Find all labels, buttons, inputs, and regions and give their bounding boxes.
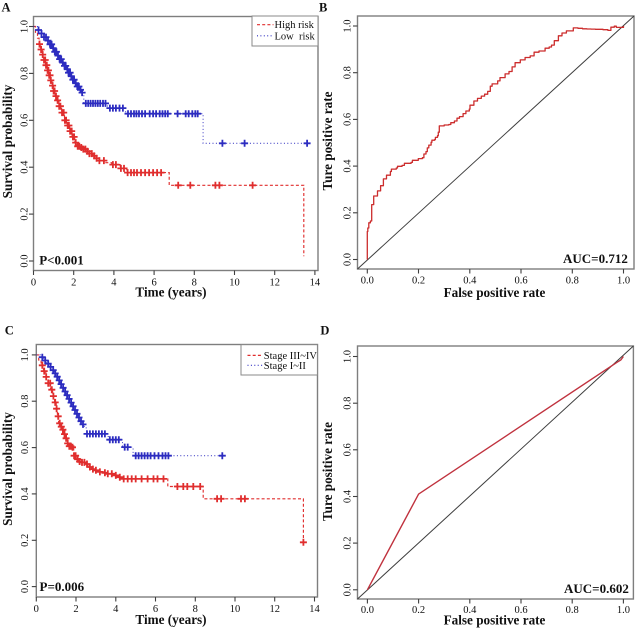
svg-text:AUC=0.602: AUC=0.602 — [564, 581, 629, 596]
svg-text:2: 2 — [73, 604, 78, 615]
svg-text:4: 4 — [111, 278, 117, 289]
svg-text:1.0: 1.0 — [617, 605, 630, 616]
svg-text:4: 4 — [113, 604, 119, 615]
svg-text:False positive rate: False positive rate — [444, 285, 546, 300]
svg-text:0.0: 0.0 — [342, 583, 353, 596]
svg-text:0.0: 0.0 — [361, 605, 374, 616]
svg-text:Stage III~IV: Stage III~IV — [264, 351, 318, 362]
svg-text:0: 0 — [31, 278, 36, 289]
svg-text:C: C — [5, 324, 14, 338]
svg-text:B: B — [319, 1, 327, 15]
svg-text:0.6: 0.6 — [19, 114, 30, 127]
svg-text:A: A — [2, 1, 11, 15]
svg-text:Ture positive rate: Ture positive rate — [320, 422, 335, 521]
svg-text:Survival probability: Survival probability — [0, 412, 15, 526]
svg-text:6: 6 — [151, 278, 156, 289]
svg-text:0.2: 0.2 — [342, 206, 353, 219]
svg-text:High risk: High risk — [275, 20, 315, 31]
svg-text:AUC=0.712: AUC=0.712 — [563, 251, 628, 266]
svg-text:1.0: 1.0 — [19, 20, 30, 33]
svg-text:0.4: 0.4 — [463, 605, 477, 616]
svg-text:Survival probability: Survival probability — [0, 84, 15, 198]
svg-text:0.0: 0.0 — [361, 276, 374, 287]
svg-text:10: 10 — [230, 604, 241, 615]
svg-text:0.8: 0.8 — [19, 67, 30, 80]
svg-text:12: 12 — [269, 278, 280, 289]
svg-text:0.0: 0.0 — [20, 580, 31, 593]
svg-text:D: D — [320, 324, 329, 338]
svg-text:8: 8 — [192, 278, 197, 289]
svg-text:10: 10 — [229, 278, 240, 289]
svg-text:0.8: 0.8 — [342, 397, 353, 410]
svg-text:0.0: 0.0 — [19, 254, 30, 267]
svg-text:0: 0 — [34, 604, 39, 615]
svg-text:0.4: 0.4 — [342, 159, 353, 173]
svg-text:0.4: 0.4 — [20, 487, 31, 501]
svg-text:0.4: 0.4 — [19, 160, 30, 174]
svg-text:0.6: 0.6 — [20, 441, 31, 454]
svg-text:2: 2 — [71, 278, 76, 289]
svg-text:0.8: 0.8 — [566, 605, 579, 616]
svg-text:0.8: 0.8 — [342, 66, 353, 79]
svg-text:0.6: 0.6 — [342, 443, 353, 456]
svg-text:14: 14 — [309, 604, 320, 615]
svg-text:0.2: 0.2 — [412, 276, 425, 287]
svg-text:P=0.006: P=0.006 — [40, 579, 85, 594]
svg-text:0.2: 0.2 — [19, 208, 30, 221]
svg-text:0.6: 0.6 — [514, 276, 527, 287]
svg-text:0.2: 0.2 — [412, 605, 425, 616]
svg-text:Time (years): Time (years) — [135, 612, 206, 627]
svg-text:Stage I~II: Stage I~II — [264, 361, 307, 372]
svg-text:0.8: 0.8 — [566, 276, 579, 287]
svg-text:1.0: 1.0 — [20, 348, 31, 361]
svg-text:False positive rate: False positive rate — [444, 613, 546, 628]
svg-text:Time (years): Time (years) — [135, 285, 206, 300]
svg-text:12: 12 — [269, 604, 280, 615]
svg-text:0.2: 0.2 — [342, 537, 353, 550]
svg-text:0.4: 0.4 — [463, 276, 477, 287]
svg-text:0.8: 0.8 — [20, 395, 31, 408]
svg-text:6: 6 — [153, 604, 158, 615]
svg-text:0.6: 0.6 — [342, 113, 353, 126]
svg-text:0.2: 0.2 — [20, 534, 31, 547]
svg-text:8: 8 — [193, 604, 198, 615]
svg-text:1.0: 1.0 — [617, 276, 630, 287]
svg-text:Ture positive rate: Ture positive rate — [320, 91, 335, 190]
svg-text:1.0: 1.0 — [342, 350, 353, 363]
svg-text:0.6: 0.6 — [514, 605, 527, 616]
svg-text:1.0: 1.0 — [342, 19, 353, 32]
svg-text:Low risk: Low risk — [275, 31, 316, 42]
svg-text:0.0: 0.0 — [342, 253, 353, 266]
svg-text:0.4: 0.4 — [342, 489, 353, 503]
svg-text:14: 14 — [310, 278, 321, 289]
svg-text:P<0.001: P<0.001 — [39, 252, 84, 267]
